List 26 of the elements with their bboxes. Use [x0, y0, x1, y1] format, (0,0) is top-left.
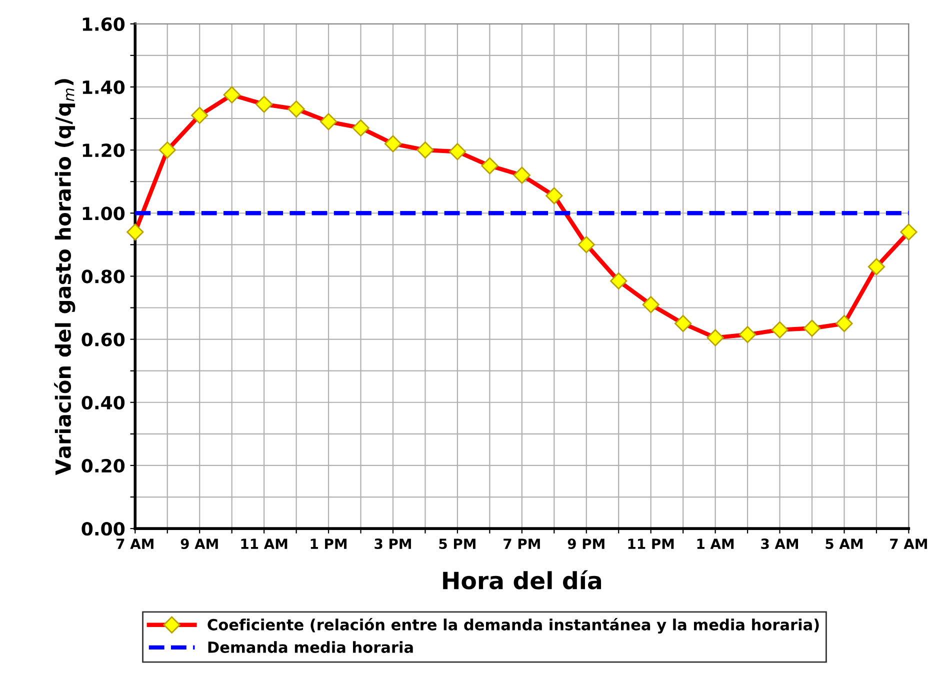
x-tick-label: 5 AM [826, 538, 862, 550]
x-tick-label: 9 AM [180, 538, 218, 550]
x-tick-label: 7 AM [890, 538, 927, 549]
x-tick-label: 11 AM [241, 538, 288, 549]
y-tick-label: 1.00 [82, 206, 125, 220]
x-tick-label: 7 PM [504, 538, 540, 549]
legend-label: Coeficiente (relación entre la demanda instantánea y la media horaria) [208, 618, 819, 634]
y-tick-label: 0.40 [82, 396, 125, 410]
y-tick-label: 0.20 [82, 458, 125, 473]
y-tick-label: 0.60 [82, 332, 125, 346]
x-tick-label: 7 AM [116, 538, 154, 549]
x-tick-label: 3 PM [374, 538, 411, 550]
y-tick-label: 1.40 [82, 80, 125, 94]
x-tick-label: 1 PM [310, 538, 346, 549]
x-axis-title: Hora del día [443, 570, 602, 590]
x-tick-label: 11 PM [628, 538, 674, 549]
x-tick-label: 3 AM [761, 538, 798, 550]
legend-label: Demanda media horaria [208, 641, 413, 653]
y-tick-label: 0.00 [82, 522, 125, 536]
x-tick-label: 9 PM [568, 538, 604, 550]
y-tick-label: 0.80 [82, 270, 125, 284]
x-tick-label: 1 AM [697, 538, 734, 549]
y-axis-title: Variación del gasto horario (q/q$_{m}$) [54, 79, 76, 476]
x-tick-label: 5 PM [439, 538, 476, 550]
y-tick-label: 1.60 [82, 17, 125, 31]
y-tick-label: 1.20 [82, 144, 125, 158]
